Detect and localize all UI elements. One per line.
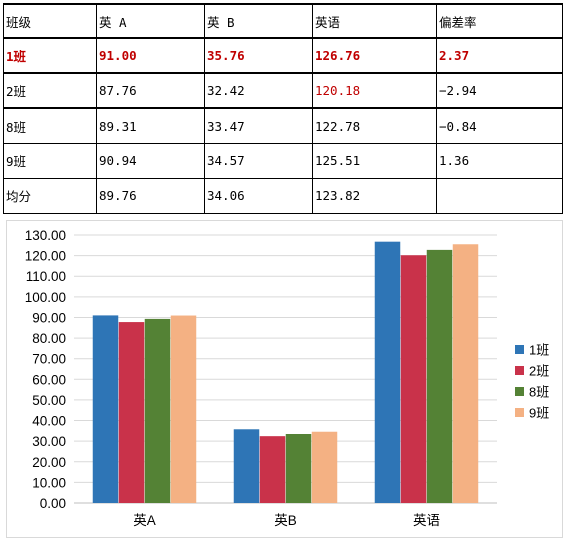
y-tick-label: 90.00 xyxy=(32,310,66,325)
legend-label: 1班 xyxy=(529,343,549,358)
table-cell: 2.37 xyxy=(436,37,563,74)
table-row: 均分 89.76 34.06 123.82 xyxy=(3,177,563,215)
legend-label: 8班 xyxy=(529,385,549,400)
table-cell: 均分 xyxy=(3,177,97,215)
table-row: 8班 89.31 33.47 122.78 −0.84 xyxy=(3,107,563,144)
legend-swatch xyxy=(515,345,524,354)
legend-swatch xyxy=(515,366,524,375)
bar xyxy=(118,322,145,503)
legend-swatch xyxy=(515,408,524,417)
chart-frame: 0.00 10.00 20.00 30.00 40.00 50.00 60.00 70.00 8… xyxy=(6,220,563,538)
table-cell: 90.94 xyxy=(96,142,205,179)
table-cell: 9班 xyxy=(3,142,97,179)
bar xyxy=(400,255,427,503)
table-row: 2班 87.76 32.42 120.18 −2.94 xyxy=(3,72,563,109)
bar xyxy=(374,241,401,503)
legend-swatch xyxy=(515,387,524,396)
table-row: 1班 91.00 35.76 126.76 2.37 xyxy=(3,37,563,74)
column-header: 偏差率 xyxy=(436,2,563,39)
x-tick-label: 英语 xyxy=(413,512,440,528)
y-tick-label: 110.00 xyxy=(26,269,66,284)
y-tick-label: 40.00 xyxy=(32,414,66,429)
legend-label: 9班 xyxy=(529,406,549,421)
column-header: 班级 xyxy=(3,2,97,39)
table-cell: 1班 xyxy=(3,37,97,74)
table-cell: 125.51 xyxy=(312,142,437,179)
bar-chart: 0.00 10.00 20.00 30.00 40.00 50.00 60.00 70.00 8… xyxy=(25,228,550,528)
bar xyxy=(170,315,197,503)
table-cell: 34.06 xyxy=(204,177,313,215)
table-cell: 91.00 xyxy=(96,37,205,74)
table-cell: 120.18 xyxy=(312,72,437,109)
bar xyxy=(259,436,286,503)
table-cell: 126.76 xyxy=(312,37,437,74)
table-cell: −0.84 xyxy=(436,107,563,144)
table-cell: 34.57 xyxy=(204,142,313,179)
table-cell: 35.76 xyxy=(204,37,313,74)
bar xyxy=(452,244,479,504)
table-cell: 1.36 xyxy=(436,142,563,179)
table-cell: 89.31 xyxy=(96,107,205,144)
y-tick-label: 60.00 xyxy=(32,372,66,387)
table-cell: 2班 xyxy=(3,72,97,109)
column-header: 英 B xyxy=(204,2,313,39)
bar xyxy=(92,315,119,503)
table-cell xyxy=(436,177,563,215)
table-cell: −2.94 xyxy=(436,72,563,109)
y-tick-label: 10.00 xyxy=(32,475,66,490)
table-cell: 87.76 xyxy=(96,72,205,109)
table-cell: 33.47 xyxy=(204,107,313,144)
table-cell: 8班 xyxy=(3,107,97,144)
y-tick-label: 130.00 xyxy=(25,228,66,243)
y-tick-label: 0.00 xyxy=(40,496,66,511)
table-row: 9班 90.94 34.57 125.51 1.36 xyxy=(3,142,563,179)
x-tick-label: 英B xyxy=(274,512,297,528)
y-tick-label: 20.00 xyxy=(32,455,66,470)
bar xyxy=(233,429,260,503)
column-header: 英语 xyxy=(312,2,437,39)
bar xyxy=(285,434,312,503)
bar xyxy=(426,249,453,503)
y-tick-label: 70.00 xyxy=(32,352,66,367)
legend-label: 2班 xyxy=(529,364,549,379)
table-cell: 89.76 xyxy=(96,177,205,215)
table-cell: 32.42 xyxy=(204,72,313,109)
y-tick-label: 30.00 xyxy=(32,434,66,449)
y-tick-label: 50.00 xyxy=(32,393,66,408)
column-header: 英 A xyxy=(96,2,205,39)
table-cell: 123.82 xyxy=(312,177,437,215)
table-cell: 122.78 xyxy=(312,107,437,144)
y-tick-label: 120.00 xyxy=(25,249,66,264)
x-tick-label: 英A xyxy=(133,512,156,528)
bar xyxy=(311,431,338,503)
bar xyxy=(144,318,171,503)
y-tick-label: 80.00 xyxy=(32,331,66,346)
y-tick-label: 100.00 xyxy=(25,290,66,305)
